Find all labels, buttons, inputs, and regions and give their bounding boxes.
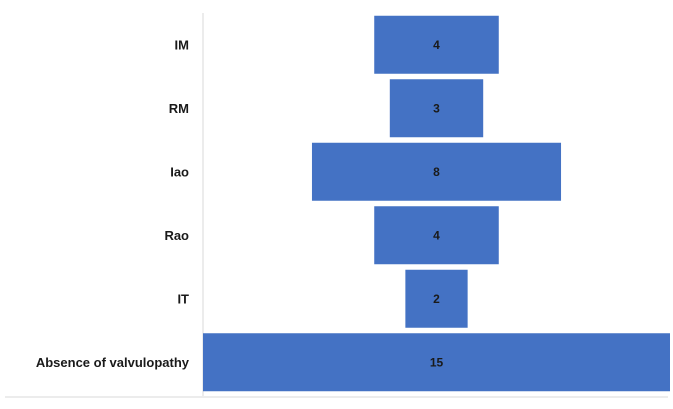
bars-group <box>203 15 670 392</box>
category-labels-group: IM RM Iao Rao IT Absence of valvulopathy <box>36 37 190 370</box>
value-label-absence-of-valvulopathy: 15 <box>430 355 444 369</box>
category-label-absence-of-valvulopathy: Absence of valvulopathy <box>36 355 190 370</box>
bar-rm <box>389 79 484 138</box>
category-label-it: IT <box>177 291 189 306</box>
category-label-rao: Rao <box>164 228 189 243</box>
bar-it <box>405 269 468 328</box>
value-label-im: 4 <box>433 38 440 52</box>
category-label-im: IM <box>175 37 189 52</box>
value-label-rm: 3 <box>433 101 440 115</box>
bar-iao <box>311 142 562 201</box>
bar-absence-of-valvulopathy <box>203 333 670 392</box>
value-label-iao: 8 <box>433 165 440 179</box>
category-label-iao: Iao <box>170 164 189 179</box>
category-label-rm: RM <box>169 101 189 116</box>
bar-rao <box>374 206 499 265</box>
value-label-rao: 4 <box>433 228 440 242</box>
bar-im <box>374 15 499 74</box>
value-label-it: 2 <box>433 292 440 306</box>
value-labels-group: 4 3 8 4 2 15 <box>430 38 444 370</box>
